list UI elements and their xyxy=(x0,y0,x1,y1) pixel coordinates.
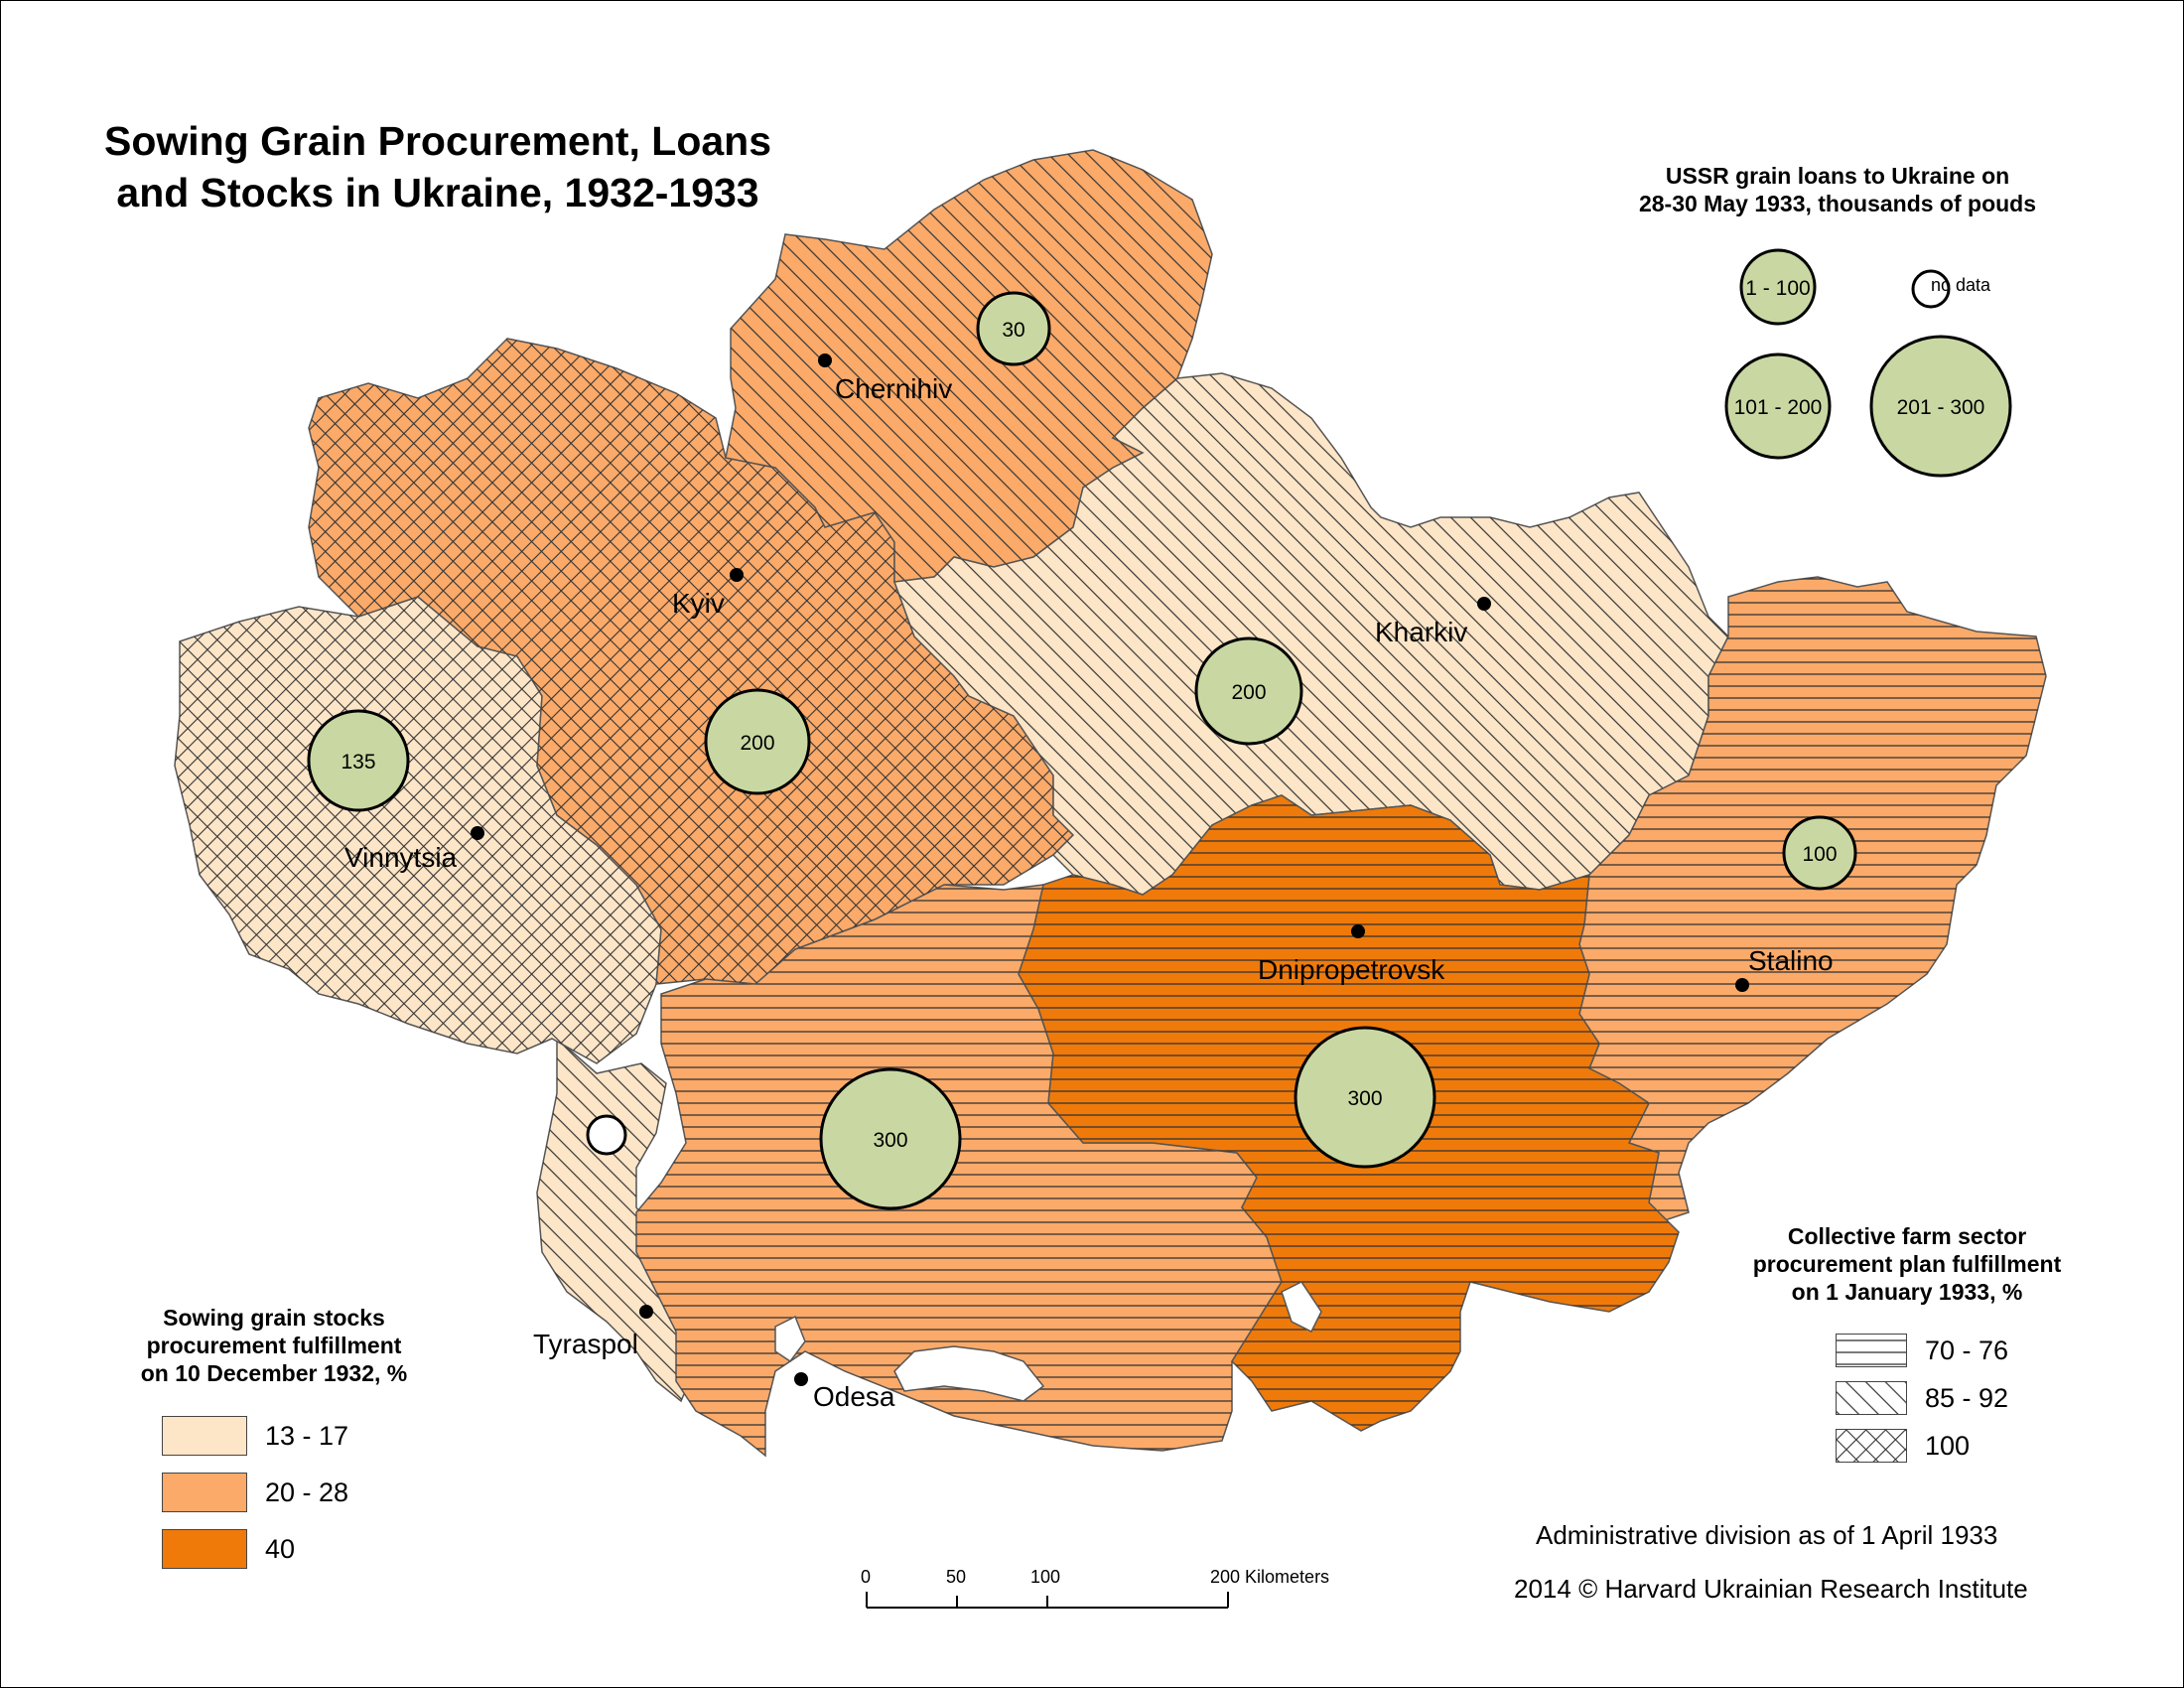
loan-circle-stalino xyxy=(1782,815,1857,891)
city-markers xyxy=(471,353,1749,1386)
stocks-legend-heading-line1: Sowing grain stocks xyxy=(163,1305,385,1331)
copyright-note: 2014 © Harvard Ukrainian Research Instit… xyxy=(1514,1574,2028,1604)
city-dot-chernihiv xyxy=(818,353,832,367)
stocks-legend-item: 13 - 17 xyxy=(162,1416,348,1456)
region-kyiv xyxy=(308,338,1075,985)
loans-legend-heading-line1: USSR grain loans to Ukraine on xyxy=(1665,163,2010,189)
loan-circle-no-data xyxy=(586,1114,627,1156)
city-dot-odesa xyxy=(794,1372,808,1386)
legend-circle-1-100 xyxy=(1739,248,1817,326)
city-label-stalino: Stalino xyxy=(1748,945,1834,976)
scale-tick-200: 200 Kilometers xyxy=(1210,1567,1329,1587)
scale-tick-100: 100 xyxy=(1030,1567,1060,1587)
city-dot-vinnytsia xyxy=(471,826,484,840)
stocks-legend-heading: Sowing grain stocks procurement fulfillm… xyxy=(90,1304,458,1387)
procurement-legend-label: 70 - 76 xyxy=(1925,1335,2009,1365)
city-dot-kyiv xyxy=(730,568,744,582)
stocks-swatch-40 xyxy=(162,1529,247,1569)
procurement-legend-label: 85 - 92 xyxy=(1925,1382,2009,1413)
stocks-legend-heading-line2: procurement fulfillment xyxy=(146,1333,402,1358)
stocks-legend-heading-line3: on 10 December 1932, % xyxy=(140,1360,408,1386)
region-stalino xyxy=(1578,576,2047,1223)
horizontal-lines-swatch xyxy=(1836,1334,1907,1367)
loan-circle-dnipropetrovsk xyxy=(1294,1026,1436,1169)
city-dot-kharkiv xyxy=(1477,597,1491,611)
city-label-kyiv: Kyiv xyxy=(672,588,725,619)
city-label-odesa: Odesa xyxy=(813,1381,895,1412)
legend-circle-no-data xyxy=(1911,269,1951,309)
region-vinnytsia xyxy=(174,596,662,1064)
stocks-legend-item: 20 - 28 xyxy=(162,1473,348,1512)
city-dot-tyraspol xyxy=(639,1305,653,1319)
procurement-legend-item: 70 - 76 xyxy=(1836,1334,2008,1367)
procurement-legend-heading-line1: Collective farm sector xyxy=(1787,1223,2027,1249)
legend-loan-label-2: 101 - 200 xyxy=(1734,396,1823,419)
procurement-legend-item: 85 - 92 xyxy=(1836,1381,2008,1415)
loans-legend xyxy=(1724,248,2012,478)
loans-legend-heading: USSR grain loans to Ukraine on 28-30 May… xyxy=(1589,162,2086,217)
loan-value-chernihiv: 30 xyxy=(1002,319,1024,342)
procurement-legend-label: 100 xyxy=(1925,1430,1971,1461)
loan-circle-kyiv xyxy=(704,688,811,795)
map-title-line2: and Stocks in Ukraine, 1932-1933 xyxy=(116,170,759,215)
city-label-dnipropetrovsk: Dnipropetrovsk xyxy=(1258,954,1445,985)
legend-loan-label-4: no data xyxy=(1931,275,1991,295)
loan-circles xyxy=(307,291,1857,1210)
loan-value-stalino: 100 xyxy=(1802,843,1837,866)
loan-value-odesa: 300 xyxy=(873,1129,907,1152)
procurement-legend-heading-line2: procurement plan fulfillment xyxy=(1752,1251,2062,1277)
stocks-legend-label: 20 - 28 xyxy=(265,1477,349,1507)
city-label-kharkiv: Kharkiv xyxy=(1375,617,1467,647)
stocks-legend-label: 40 xyxy=(265,1533,296,1564)
loan-value-kyiv: 200 xyxy=(740,732,774,755)
legend-loan-label-1: 1 - 100 xyxy=(1745,277,1810,300)
city-label-chernihiv: Chernihiv xyxy=(835,373,952,404)
loan-circle-vinnytsia xyxy=(307,709,410,812)
loan-circle-chernihiv xyxy=(976,291,1051,366)
procurement-legend-item: 100 xyxy=(1836,1429,1970,1463)
loan-value-vinnytsia: 135 xyxy=(341,751,375,774)
loan-circle-odesa xyxy=(819,1067,962,1210)
loan-value-dnipropetrovsk: 300 xyxy=(1347,1087,1382,1110)
scale-tick-0: 0 xyxy=(861,1567,871,1587)
diagonal-lines-swatch xyxy=(1836,1381,1907,1415)
loan-value-kharkiv: 200 xyxy=(1231,681,1266,704)
city-label-vinnytsia: Vinnytsia xyxy=(344,842,458,873)
city-label-tyraspol: Tyraspol xyxy=(533,1329,638,1359)
region-moldavian-assr xyxy=(536,1037,697,1403)
legend-loan-label-3: 201 - 300 xyxy=(1897,396,1985,419)
procurement-legend-heading: Collective farm sector procurement plan … xyxy=(1708,1222,2106,1306)
crosshatch-swatch xyxy=(1836,1429,1907,1463)
map-title-line1: Sowing Grain Procurement, Loans xyxy=(103,118,772,164)
stocks-legend-item: 40 xyxy=(162,1529,295,1569)
region-chernihiv xyxy=(725,149,1213,583)
scale-tick-50: 50 xyxy=(946,1567,966,1587)
loans-legend-heading-line2: 28-30 May 1933, thousands of pouds xyxy=(1638,191,2037,216)
coastline xyxy=(774,1281,1322,1402)
legend-circle-201-300 xyxy=(1869,335,2012,478)
stocks-swatch-13-17 xyxy=(162,1416,247,1456)
scale-bar xyxy=(866,1592,1229,1609)
city-dot-stalino xyxy=(1735,978,1749,992)
legend-circle-101-200 xyxy=(1724,352,1832,460)
admin-division-note: Administrative division as of 1 April 19… xyxy=(1536,1520,1998,1550)
map-title: Sowing Grain Procurement, Loans and Stoc… xyxy=(61,115,815,218)
region-kharkiv xyxy=(892,372,1729,896)
stocks-swatch-20-28 xyxy=(162,1473,247,1512)
procurement-legend-heading-line3: on 1 January 1933, % xyxy=(1791,1279,2023,1305)
stocks-legend-label: 13 - 17 xyxy=(265,1420,349,1451)
city-dot-dnipropetrovsk xyxy=(1351,924,1365,938)
loan-circle-kharkiv xyxy=(1194,636,1303,746)
